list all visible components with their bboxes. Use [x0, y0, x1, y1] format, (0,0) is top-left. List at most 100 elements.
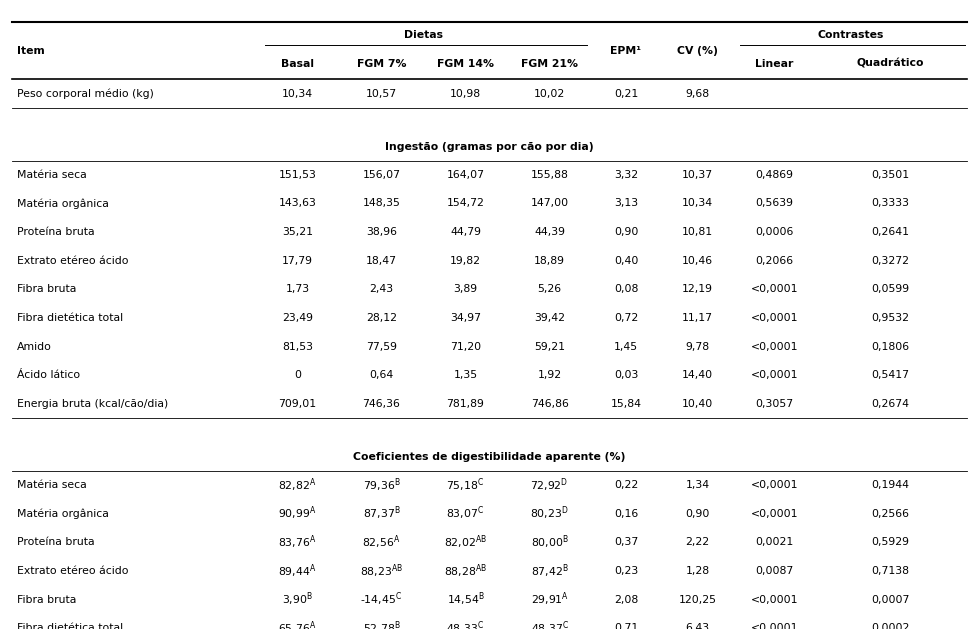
Text: 0,37: 0,37 — [614, 537, 639, 547]
Text: <0,0001: <0,0001 — [750, 623, 798, 629]
Text: 0,4869: 0,4869 — [755, 170, 793, 180]
Text: 59,21: 59,21 — [534, 342, 565, 352]
Text: 156,07: 156,07 — [363, 170, 400, 180]
Text: 12,19: 12,19 — [682, 284, 713, 294]
Text: 11,17: 11,17 — [682, 313, 713, 323]
Text: Ingestão (gramas por cão por dia): Ingestão (gramas por cão por dia) — [385, 142, 594, 152]
Text: Proteína bruta: Proteína bruta — [17, 227, 94, 237]
Text: 0,23: 0,23 — [614, 566, 639, 576]
Text: 0,5417: 0,5417 — [871, 370, 909, 380]
Text: 77,59: 77,59 — [365, 342, 397, 352]
Text: 0,3057: 0,3057 — [755, 399, 793, 409]
Text: 44,79: 44,79 — [450, 227, 481, 237]
Text: 14,54$^{\mathregular{B}}$: 14,54$^{\mathregular{B}}$ — [446, 591, 484, 608]
Text: 82,82$^{\mathregular{A}}$: 82,82$^{\mathregular{A}}$ — [278, 476, 317, 494]
Text: 82,56$^{\mathregular{A}}$: 82,56$^{\mathregular{A}}$ — [363, 533, 400, 551]
Text: Fibra bruta: Fibra bruta — [17, 594, 76, 604]
Text: 2,43: 2,43 — [369, 284, 394, 294]
Text: 72,92$^{\mathregular{D}}$: 72,92$^{\mathregular{D}}$ — [531, 476, 569, 494]
Text: FGM 7%: FGM 7% — [357, 58, 406, 69]
Text: 0,1944: 0,1944 — [871, 480, 909, 490]
Text: Matéria orgânica: Matéria orgânica — [17, 198, 109, 209]
Text: CV (%): CV (%) — [677, 46, 718, 55]
Text: 0,90: 0,90 — [685, 509, 710, 519]
Text: 10,81: 10,81 — [682, 227, 713, 237]
Text: Item: Item — [17, 46, 45, 55]
Text: Energia bruta (kcal/cão/dia): Energia bruta (kcal/cão/dia) — [17, 399, 168, 409]
Text: 10,46: 10,46 — [682, 256, 713, 265]
Text: 1,92: 1,92 — [538, 370, 562, 380]
Text: 746,36: 746,36 — [363, 399, 400, 409]
Text: 0,08: 0,08 — [614, 284, 639, 294]
Text: 14,40: 14,40 — [682, 370, 713, 380]
Text: 0,72: 0,72 — [614, 313, 639, 323]
Text: 83,07$^{\mathregular{C}}$: 83,07$^{\mathregular{C}}$ — [446, 505, 485, 523]
Text: 48,37$^{\mathregular{C}}$: 48,37$^{\mathregular{C}}$ — [531, 620, 569, 629]
Text: 81,53: 81,53 — [282, 342, 313, 352]
Text: Quadrático: Quadrático — [856, 58, 924, 69]
Text: <0,0001: <0,0001 — [750, 313, 798, 323]
Text: 38,96: 38,96 — [365, 227, 397, 237]
Text: <0,0001: <0,0001 — [750, 342, 798, 352]
Text: 90,99$^{\mathregular{A}}$: 90,99$^{\mathregular{A}}$ — [278, 505, 317, 523]
Text: 10,40: 10,40 — [682, 399, 713, 409]
Text: 88,28$^{\mathregular{AB}}$: 88,28$^{\mathregular{AB}}$ — [444, 562, 487, 580]
Text: Coeficientes de digestibilidade aparente (%): Coeficientes de digestibilidade aparente… — [353, 452, 626, 462]
Text: 18,47: 18,47 — [365, 256, 397, 265]
Text: 0,1806: 0,1806 — [871, 342, 909, 352]
Text: 1,28: 1,28 — [685, 566, 710, 576]
Text: 19,82: 19,82 — [450, 256, 481, 265]
Text: 0,3272: 0,3272 — [871, 256, 909, 265]
Text: 3,89: 3,89 — [454, 284, 477, 294]
Text: 28,12: 28,12 — [365, 313, 397, 323]
Text: 65,76$^{\mathregular{A}}$: 65,76$^{\mathregular{A}}$ — [278, 620, 317, 629]
Text: 0,0007: 0,0007 — [871, 594, 910, 604]
Text: 746,86: 746,86 — [531, 399, 569, 409]
Text: 155,88: 155,88 — [531, 170, 569, 180]
Text: 120,25: 120,25 — [678, 594, 716, 604]
Text: Fibra dietética total: Fibra dietética total — [17, 623, 122, 629]
Text: Linear: Linear — [755, 58, 793, 69]
Text: 1,73: 1,73 — [286, 284, 309, 294]
Text: 18,89: 18,89 — [534, 256, 565, 265]
Text: 48,33$^{\mathregular{C}}$: 48,33$^{\mathregular{C}}$ — [446, 620, 485, 629]
Text: Basal: Basal — [281, 58, 314, 69]
Text: Fibra bruta: Fibra bruta — [17, 284, 76, 294]
Text: 83,76$^{\mathregular{A}}$: 83,76$^{\mathregular{A}}$ — [278, 533, 317, 551]
Text: 88,23$^{\mathregular{AB}}$: 88,23$^{\mathregular{AB}}$ — [360, 562, 403, 580]
Text: 0,21: 0,21 — [614, 89, 639, 99]
Text: 0,22: 0,22 — [614, 480, 639, 490]
Text: 0,2674: 0,2674 — [871, 399, 909, 409]
Text: 87,37$^{\mathregular{B}}$: 87,37$^{\mathregular{B}}$ — [363, 505, 400, 523]
Text: Matéria seca: Matéria seca — [17, 170, 87, 180]
Text: Ácido lático: Ácido lático — [17, 370, 80, 380]
Text: 80,00$^{\mathregular{B}}$: 80,00$^{\mathregular{B}}$ — [531, 533, 569, 551]
Text: 0,90: 0,90 — [614, 227, 639, 237]
Text: 39,42: 39,42 — [534, 313, 565, 323]
Text: 9,78: 9,78 — [685, 342, 710, 352]
Text: 79,36$^{\mathregular{B}}$: 79,36$^{\mathregular{B}}$ — [363, 476, 400, 494]
Text: 1,34: 1,34 — [685, 480, 710, 490]
Text: 0,0087: 0,0087 — [755, 566, 793, 576]
Text: 87,42$^{\mathregular{B}}$: 87,42$^{\mathregular{B}}$ — [531, 562, 569, 580]
Text: EPM¹: EPM¹ — [610, 46, 642, 55]
Text: Proteína bruta: Proteína bruta — [17, 537, 94, 547]
Text: 3,32: 3,32 — [614, 170, 638, 180]
Text: 0: 0 — [294, 370, 301, 380]
Text: <0,0001: <0,0001 — [750, 594, 798, 604]
Text: Extrato etéreo ácido: Extrato etéreo ácido — [17, 566, 128, 576]
Text: 147,00: 147,00 — [531, 199, 569, 208]
Text: 9,68: 9,68 — [685, 89, 710, 99]
Text: 3,90$^{\mathregular{B}}$: 3,90$^{\mathregular{B}}$ — [282, 591, 313, 608]
Text: 0,5929: 0,5929 — [871, 537, 909, 547]
Text: Extrato etéreo ácido: Extrato etéreo ácido — [17, 256, 128, 265]
Text: 154,72: 154,72 — [446, 199, 484, 208]
Text: 2,08: 2,08 — [614, 594, 639, 604]
Text: 164,07: 164,07 — [446, 170, 484, 180]
Text: <0,0001: <0,0001 — [750, 480, 798, 490]
Text: 10,37: 10,37 — [682, 170, 713, 180]
Text: 80,23$^{\mathregular{D}}$: 80,23$^{\mathregular{D}}$ — [531, 505, 569, 523]
Text: 17,79: 17,79 — [282, 256, 313, 265]
Text: 5,26: 5,26 — [538, 284, 562, 294]
Text: 0,9532: 0,9532 — [871, 313, 909, 323]
